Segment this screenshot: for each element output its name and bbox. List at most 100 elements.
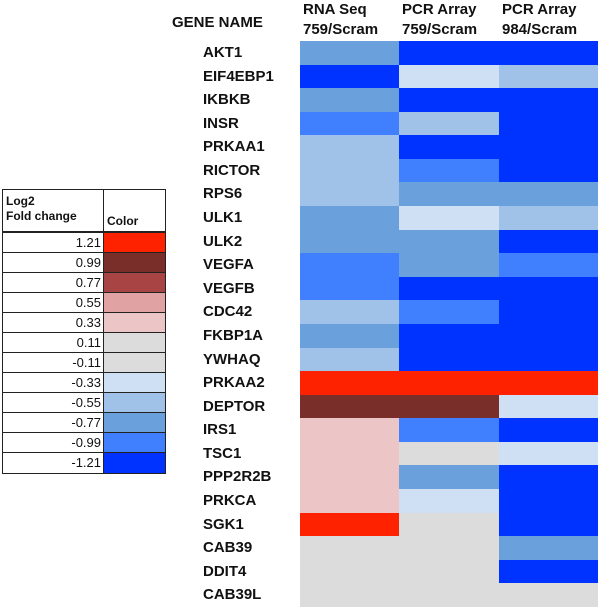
heatmap-row xyxy=(300,347,598,372)
heatmap-cell xyxy=(300,418,399,442)
legend-value: -0.99 xyxy=(3,433,104,452)
heatmap-cell xyxy=(300,323,399,348)
heatmap-cell xyxy=(499,300,598,324)
heatmap-cell xyxy=(399,465,499,489)
legend-color-swatch xyxy=(104,233,165,252)
column-header-line2: 759/Scram xyxy=(402,21,478,38)
heatmap-cell xyxy=(499,394,598,419)
heatmap-cell xyxy=(399,111,499,136)
heatmap-cell xyxy=(499,323,598,348)
heatmap-cell xyxy=(300,394,399,419)
heatmap-grid xyxy=(300,41,598,607)
heatmap-row xyxy=(300,371,598,395)
legend-row: 0.99 xyxy=(3,253,165,273)
column-header-line2: 984/Scram xyxy=(502,21,578,38)
heatmap-cell xyxy=(499,64,598,89)
heatmap-cell xyxy=(499,371,598,395)
legend-color-swatch xyxy=(104,293,165,312)
gene-label: RPS6 xyxy=(203,185,243,203)
legend-color-swatch xyxy=(104,433,165,452)
legend-value: 1.21 xyxy=(3,233,104,252)
legend-row: 0.77 xyxy=(3,273,165,293)
heatmap-cell xyxy=(300,206,399,230)
heatmap-cell xyxy=(499,583,598,607)
column-header-line1: RNA Seq xyxy=(303,1,367,18)
column-header-rnaseq-759: RNA Seq 759/Scram xyxy=(303,0,378,40)
gene-labels: AKT1 EIF4EBP1 IKBKB INSR PRKAA1 RICTOR RPS6 ULK… xyxy=(203,41,274,607)
legend-value: 0.11 xyxy=(3,333,104,352)
heatmap-row xyxy=(300,583,598,607)
gene-name-header: GENE NAME xyxy=(172,14,263,31)
heatmap-cell xyxy=(300,465,399,489)
heatmap-cell xyxy=(300,88,399,112)
gene-label: INSR xyxy=(203,114,239,132)
heatmap-cell xyxy=(300,512,399,537)
heatmap-cell xyxy=(300,135,399,159)
heatmap-cell xyxy=(499,465,598,489)
heatmap-cell xyxy=(399,394,499,419)
heatmap-cell xyxy=(499,253,598,277)
heatmap-cell xyxy=(499,559,598,584)
legend-value: -0.77 xyxy=(3,413,104,432)
heatmap-cell xyxy=(300,111,399,136)
heatmap-cell xyxy=(399,229,499,254)
gene-label: YWHAQ xyxy=(203,350,261,368)
heatmap-cell xyxy=(399,536,499,560)
heatmap-cell xyxy=(300,253,399,277)
legend-value: 0.55 xyxy=(3,293,104,312)
heatmap-row xyxy=(300,276,598,301)
heatmap-cell xyxy=(399,88,499,112)
legend-row: -0.55 xyxy=(3,393,165,413)
legend-row: 0.33 xyxy=(3,313,165,333)
heatmap-row xyxy=(300,394,598,419)
column-header-line2: 759/Scram xyxy=(303,21,379,38)
legend-value: -0.11 xyxy=(3,353,104,372)
legend-row: 0.11 xyxy=(3,333,165,353)
legend-value: -1.21 xyxy=(3,453,104,473)
legend-color-swatch xyxy=(104,353,165,372)
heatmap-cell xyxy=(499,536,598,560)
legend-value: -0.33 xyxy=(3,373,104,392)
heatmap-row xyxy=(300,253,598,277)
heatmap-cell xyxy=(499,276,598,301)
heatmap-row xyxy=(300,88,598,112)
heatmap-cell xyxy=(300,276,399,301)
legend-value: 0.33 xyxy=(3,313,104,332)
heatmap-cell xyxy=(499,41,598,65)
heatmap-cell xyxy=(300,583,399,607)
heatmap-cell xyxy=(499,512,598,537)
heatmap-cell xyxy=(499,111,598,136)
heatmap-cell xyxy=(399,441,499,466)
gene-label: PRKAA2 xyxy=(203,374,265,392)
legend-header-line1: Log2 xyxy=(6,194,35,208)
legend-row: 0.55 xyxy=(3,293,165,313)
heatmap-row xyxy=(300,135,598,159)
heatmap-row xyxy=(300,441,598,466)
heatmap-cell xyxy=(300,441,399,466)
heatmap-cell xyxy=(499,441,598,466)
legend-header-value: Log2 Fold change xyxy=(3,190,104,231)
gene-label: PRKCA xyxy=(203,491,257,509)
heatmap-cell xyxy=(499,488,598,513)
heatmap-row xyxy=(300,229,598,254)
heatmap-cell xyxy=(300,158,399,183)
heatmap-cell xyxy=(300,64,399,89)
heatmap-row xyxy=(300,512,598,537)
heatmap-cell xyxy=(399,276,499,301)
heatmap-cell xyxy=(499,229,598,254)
legend-row: -0.77 xyxy=(3,413,165,433)
heatmap-row xyxy=(300,536,598,560)
legend-color-swatch xyxy=(104,413,165,432)
gene-label: TSC1 xyxy=(203,444,242,462)
legend-row: 1.21 xyxy=(3,233,165,253)
heatmap-cell xyxy=(399,135,499,159)
color-legend-table: Log2 Fold change Color 1.21 0.99 0.77 0.55 0… xyxy=(2,189,166,474)
legend-color-swatch xyxy=(104,333,165,352)
heatmap-row xyxy=(300,158,598,183)
heatmap-row xyxy=(300,465,598,489)
heatmap-cell xyxy=(300,229,399,254)
heatmap-cell xyxy=(399,418,499,442)
gene-label: IKBKB xyxy=(203,91,251,109)
heatmap-cell xyxy=(300,300,399,324)
legend-header-row: Log2 Fold change Color xyxy=(3,190,165,233)
